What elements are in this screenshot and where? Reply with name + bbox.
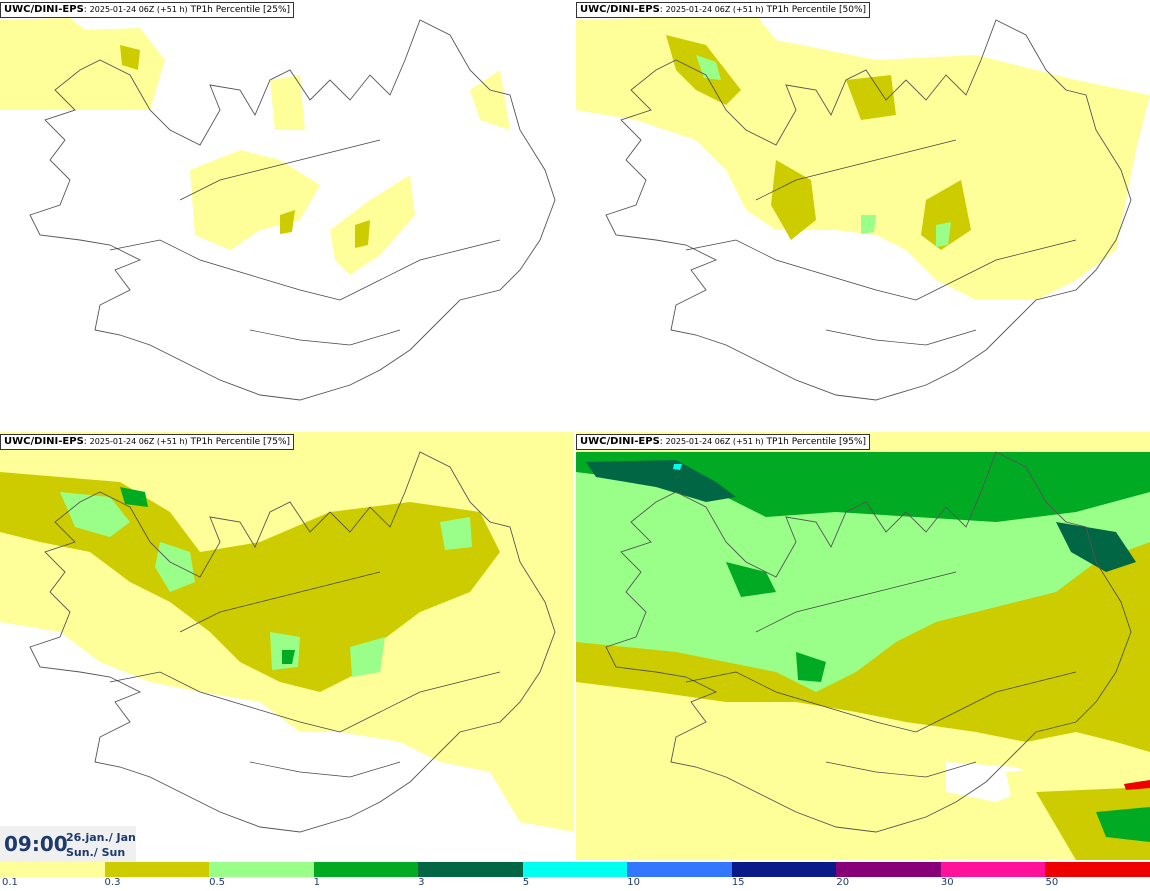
precip-area-medium: [280, 210, 295, 234]
legend-label: 3: [418, 877, 425, 888]
legend-swatch: [836, 862, 941, 877]
precip-area-medium: [120, 45, 140, 70]
legend-label: 30: [940, 877, 954, 888]
precip-area-dark: [1096, 807, 1150, 842]
legend-swatch: [0, 862, 105, 877]
coastline: [29, 451, 556, 833]
coastline: [605, 451, 1132, 833]
precip-area-medium: [1036, 787, 1150, 860]
precip-area-medium: [846, 75, 896, 120]
legend-swatch: [627, 862, 732, 877]
legend-label: 15: [731, 877, 745, 888]
precip-area-bright: [155, 542, 195, 592]
panel-title: UWC/DINI-EPS: 2025-01-24 06Z (+51 h) TP1…: [576, 434, 871, 450]
precip-area-light: [0, 18, 165, 110]
precip-map-75: [0, 432, 574, 833]
valid-time: 09:00: [4, 832, 68, 856]
precip-area-bright: [350, 637, 385, 677]
roads: [685, 139, 1077, 346]
panel-label: TP1h Percentile [25%]: [190, 5, 291, 15]
panel-source: UWC/DINI-EPS: [580, 436, 660, 447]
legend-label: 0.1: [2, 877, 18, 888]
panel-source: UWC/DINI-EPS: [4, 436, 84, 447]
panel-label: TP1h Percentile [50%]: [766, 5, 867, 15]
legend-swatch: [209, 862, 314, 877]
roads: [685, 571, 1077, 778]
panel-meta: 2025-01-24 06Z (+51 h): [665, 5, 764, 14]
panel-title: UWC/DINI-EPS: 2025-01-24 06Z (+51 h) TP1…: [0, 434, 295, 450]
valid-time-box: 09:00 26.jan./ Jan Sun./ Sun: [0, 826, 136, 862]
precip-area-dark: [282, 650, 295, 664]
precip-area-dark: [726, 562, 776, 597]
panel-meta: 2025-01-24 06Z (+51 h): [665, 437, 764, 446]
panel-label: TP1h Percentile [95%]: [766, 437, 867, 447]
precip-area-light: [576, 15, 1150, 300]
precip-area-medium: [771, 160, 816, 240]
precip-area-medium: [921, 180, 971, 250]
precip-area-light: [470, 70, 510, 130]
precip-area-bright: [696, 55, 721, 80]
roads: [109, 571, 501, 778]
precip-area-light: [190, 150, 320, 250]
precip-area-bright: [936, 222, 951, 247]
precip-area-very-dark: [586, 460, 736, 502]
map-panel-50: UWC/DINI-EPS: 2025-01-24 06Z (+51 h) TP1…: [576, 0, 1150, 428]
panel-meta: 2025-01-24 06Z (+51 h): [89, 5, 188, 14]
panel-source: UWC/DINI-EPS: [580, 4, 660, 15]
panel-title: UWC/DINI-EPS: 2025-01-24 06Z (+51 h) TP1…: [0, 2, 295, 18]
color-legend-bar: [0, 862, 1150, 877]
precip-area-dark: [576, 452, 1150, 522]
legend-swatch: [313, 862, 419, 877]
legend-label: 0.3: [104, 877, 121, 888]
legend-label: 10: [627, 877, 640, 888]
precip-area-dark: [796, 652, 826, 682]
coastline: [605, 19, 1132, 401]
precip-area-bright: [60, 492, 130, 537]
precip-map-95: [576, 432, 1150, 860]
legend-label: 20: [836, 877, 850, 888]
precip-area-peak: [673, 464, 682, 470]
precip-area-bright: [861, 215, 876, 234]
legend-swatch: [418, 862, 523, 877]
precip-area-bright: [440, 517, 472, 550]
panel-title: UWC/DINI-EPS: 2025-01-24 06Z (+51 h) TP1…: [576, 2, 871, 18]
precip-area-red: [1124, 780, 1150, 790]
map-panel-75: UWC/DINI-EPS: 2025-01-24 06Z (+51 h) TP1…: [0, 432, 574, 860]
map-panel-25: UWC/DINI-EPS: 2025-01-24 06Z (+51 h) TP1…: [0, 0, 574, 428]
precip-area-very-dark: [1056, 522, 1136, 572]
legend-swatch: [1045, 862, 1150, 877]
precip-area-light: [330, 175, 415, 275]
panel-meta: 2025-01-24 06Z (+51 h): [89, 437, 188, 446]
precip-area-medium: [0, 472, 500, 692]
precip-map-25: [0, 18, 556, 401]
coastline: [29, 19, 556, 401]
legend-swatch: [522, 862, 628, 877]
panel-source: UWC/DINI-EPS: [4, 4, 84, 15]
precip-area-dark: [120, 487, 148, 507]
roads: [109, 139, 501, 346]
valid-date-line2: Sun./ Sun: [66, 846, 126, 859]
legend-label: 50: [1045, 877, 1059, 888]
precip-area-medium: [355, 220, 370, 248]
legend-swatch: [731, 862, 837, 877]
map-panel-95: UWC/DINI-EPS: 2025-01-24 06Z (+51 h) TP1…: [576, 432, 1150, 860]
panel-label: TP1h Percentile [75%]: [190, 437, 291, 447]
legend-swatch: [940, 862, 1046, 877]
precip-map-50: [576, 15, 1150, 401]
legend-label: 0.5: [209, 877, 225, 888]
legend-label: 1: [313, 877, 320, 888]
legend-swatch: [104, 862, 210, 877]
legend-label: 5: [522, 877, 530, 888]
precip-area-light: [270, 75, 305, 130]
color-legend-labels: 0.1 0.3 0.5 1 3 5 10 15 20 30 50: [0, 877, 1150, 891]
valid-date-line1: 26.jan./ Jan: [66, 831, 136, 844]
